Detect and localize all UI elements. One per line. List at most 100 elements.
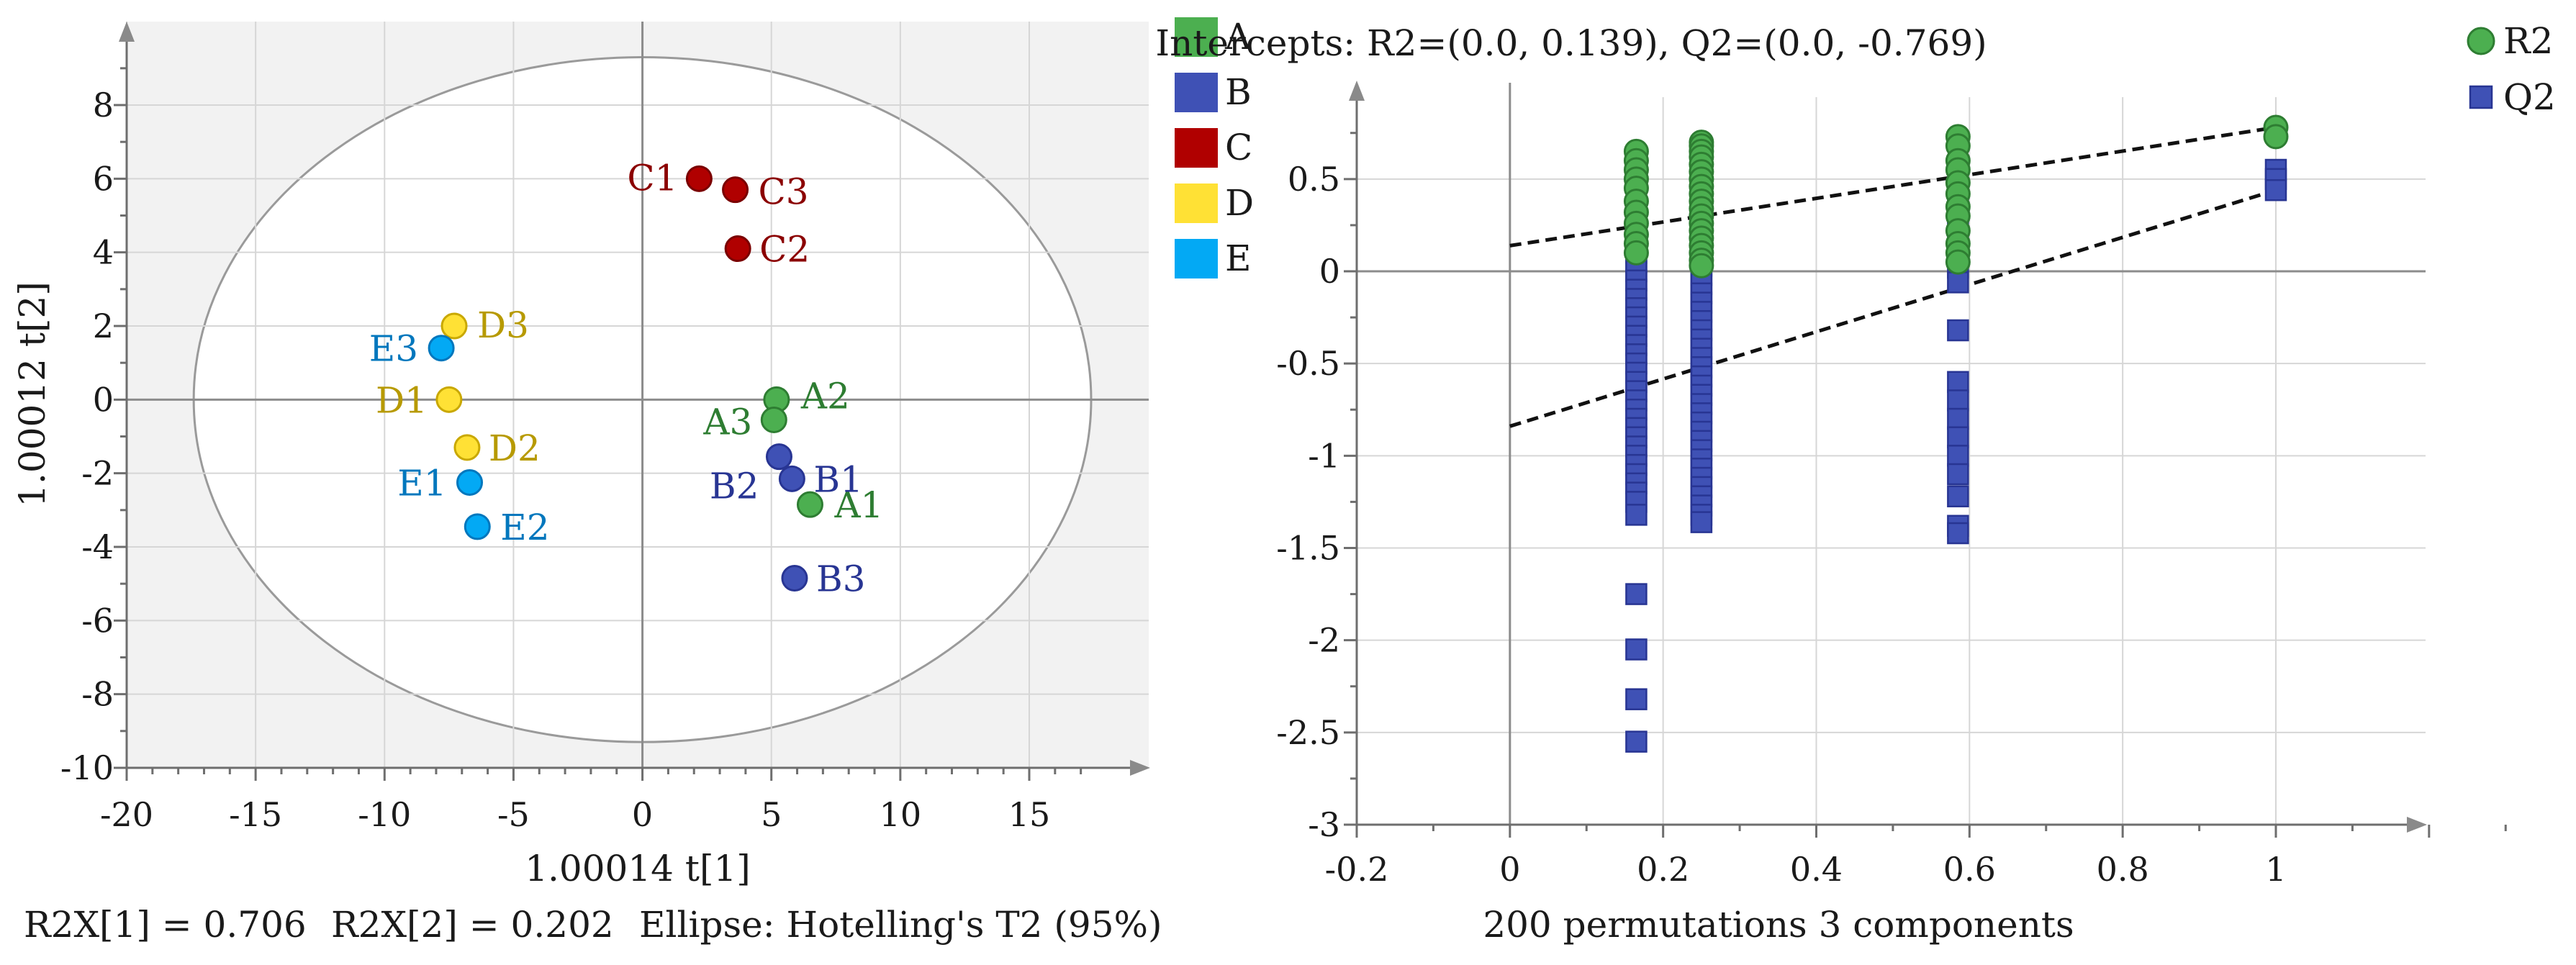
- point-b1: [778, 465, 805, 492]
- point-label-b3: B3: [816, 558, 866, 599]
- x-tick-labels: -0.2 0 0.2 0.4 0.6 0.8 1: [1325, 850, 2287, 889]
- y-axis-arrow: [1349, 81, 1365, 101]
- q2-point-36: [1625, 688, 1648, 710]
- ellipse-caption: Ellipse: Hotelling's T2 (95%): [639, 904, 1162, 946]
- point-c2: [724, 235, 751, 263]
- point-label-d1: D1: [376, 379, 428, 421]
- q2-point-34: [1625, 583, 1648, 605]
- grid-lines: [1356, 97, 2426, 825]
- legend-swatch-e: [1175, 239, 1218, 278]
- r2-point-10: [1623, 240, 1649, 266]
- q2-point-86: [1947, 445, 1969, 467]
- y-tick-label: 0: [93, 380, 114, 419]
- x-tick-label: -10: [358, 795, 411, 834]
- x-tick-label: 0.6: [1943, 850, 1996, 889]
- legend-swatch-d: [1175, 184, 1218, 223]
- q2-point-88: [1947, 485, 1969, 507]
- legend-marker-q2: [2469, 85, 2493, 109]
- y-tick-label: -1: [1308, 436, 1340, 475]
- x-axis-arrow: [1130, 760, 1150, 776]
- y-tick-label: -0.5: [1276, 344, 1340, 383]
- y-tick-label: 6: [93, 159, 114, 198]
- point-b2: [765, 443, 792, 471]
- x-tick-label: 10: [880, 795, 922, 834]
- legend-swatch-a: [1175, 17, 1218, 57]
- y-tick-label: 0: [1319, 252, 1340, 291]
- legend-label-b: B: [1225, 71, 1252, 113]
- r2-point-43: [2263, 124, 2289, 150]
- x-tick-label: 0.4: [1790, 850, 1843, 889]
- q2-point-83: [1947, 389, 1969, 412]
- q2-point-74: [1690, 511, 1713, 533]
- q2-point-33: [1625, 504, 1648, 526]
- legend-swatch-b: [1175, 73, 1218, 112]
- x-axis-label: 200 permutations 3 components: [1483, 904, 2074, 946]
- axes: [114, 22, 1150, 781]
- point-a1: [796, 491, 823, 518]
- point-label-d2: D2: [489, 427, 541, 469]
- y-axis-label: 1.00012 t[2]: [12, 281, 53, 507]
- y-axis-arrow: [119, 22, 135, 42]
- y-tick-label: -10: [60, 748, 114, 787]
- q2-point-37: [1625, 730, 1648, 753]
- x-tick-label: 0.8: [2097, 850, 2149, 889]
- x-tick-label: -15: [229, 795, 282, 834]
- legend-label-q2: Q2: [2503, 76, 2556, 118]
- q2-point-93: [2264, 178, 2287, 201]
- legend-label-r2: R2: [2503, 20, 2553, 62]
- x-tick-label: -0.2: [1325, 850, 1389, 889]
- x-tick-label: -5: [497, 795, 530, 834]
- point-label-c1: C1: [627, 157, 677, 199]
- y-tick-label: 0.5: [1288, 160, 1340, 199]
- y-tick-label: -3: [1308, 805, 1340, 844]
- x-tick-label: 5: [761, 795, 782, 834]
- point-label-e2: E2: [500, 507, 549, 548]
- x-axis-label: 1.00014 t[1]: [525, 848, 751, 889]
- x-tick-labels: -20 -15 -10 -5 0 5 10 15: [100, 795, 1050, 834]
- y-tick-label: -2: [81, 454, 114, 493]
- point-e1: [456, 468, 484, 496]
- point-label-a3: A3: [702, 401, 752, 443]
- legend-label-d: D: [1225, 182, 1254, 224]
- r2x2-label: R2X[2] = 0.202: [331, 904, 614, 946]
- y-tick-label: -4: [81, 527, 114, 566]
- point-label-a2: A2: [800, 375, 850, 417]
- point-label-a1: A1: [833, 484, 883, 526]
- point-e2: [464, 513, 491, 540]
- point-d2: [453, 434, 481, 461]
- point-label-e1: E1: [397, 462, 446, 504]
- y-tick-labels: -10 -8 -6 -4 -2 0 2 4 6 8: [60, 86, 114, 787]
- point-label-b1: B1: [813, 458, 863, 500]
- x-tick-label: -20: [100, 795, 153, 834]
- x-tick-label: 1: [2265, 850, 2286, 889]
- y-tick-label: 2: [93, 307, 114, 345]
- point-d1: [435, 386, 463, 413]
- legend-marker-r2: [2467, 27, 2495, 55]
- point-a3: [760, 406, 787, 433]
- point-c1: [685, 165, 713, 192]
- point-e3: [428, 335, 455, 362]
- x-tick-label: 0: [632, 795, 653, 834]
- score-points: A1 A2 A3 B1 B2 B3 C1 C2 C3 D1 D2 D3 E1 E2 E3: [369, 157, 884, 599]
- q2-point-82: [1947, 371, 1969, 394]
- y-tick-label: 4: [93, 233, 114, 272]
- point-label-c2: C2: [759, 229, 810, 271]
- q2-point-84: [1947, 407, 1969, 430]
- x-tick-label: 15: [1008, 795, 1051, 834]
- y-tick-label: -8: [81, 675, 114, 714]
- chart-title: Intercepts: R2=(0.0, 0.139), Q2=(0.0, -0…: [1155, 22, 1987, 64]
- point-c3: [722, 176, 749, 204]
- q2-point-85: [1947, 426, 1969, 448]
- point-b3: [781, 564, 808, 592]
- x-tick-label: 0: [1499, 850, 1520, 889]
- point-label-e3: E3: [369, 328, 418, 370]
- point-d3: [440, 312, 468, 340]
- y-tick-labels: -3 -2.5 -2 -1.5 -1 -0.5 0 0.5: [1276, 160, 1340, 844]
- point-label-c3: C3: [759, 171, 809, 213]
- q2-point-80: [1947, 271, 1969, 294]
- q2-point-87: [1947, 463, 1969, 486]
- r2-points: [1623, 114, 2289, 278]
- legend-label-c: C: [1225, 127, 1252, 168]
